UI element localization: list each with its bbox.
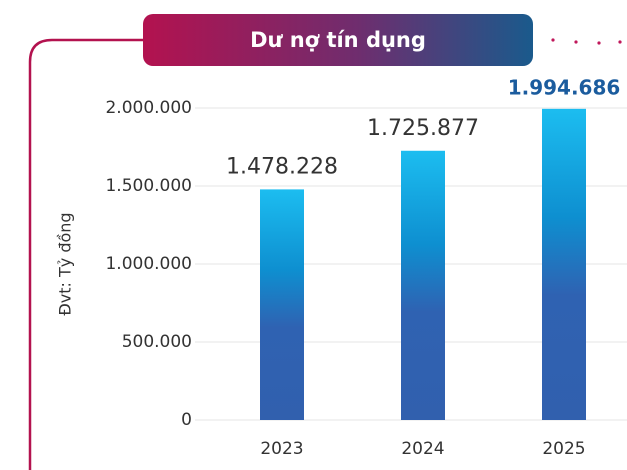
value-label: 1.478.228 <box>226 154 338 179</box>
value-label: 1.994.686 <box>508 75 621 99</box>
y-tick-label: 500.000 <box>122 332 192 352</box>
x-tick-label: 2025 <box>542 439 585 459</box>
frame <box>28 38 143 470</box>
chart-title: Dư nợ tín dụng <box>250 28 426 52</box>
bar <box>260 189 304 420</box>
y-axis-label: Đvt: Tỷ đồng <box>56 212 75 315</box>
y-tick-label: 2.000.000 <box>105 98 192 118</box>
dots <box>551 38 622 45</box>
y-tick-label: 1.500.000 <box>105 176 192 196</box>
value-label: 1.725.877 <box>367 116 479 141</box>
bar <box>542 108 586 421</box>
y-tick-label: 0 <box>181 410 192 430</box>
title-pill <box>143 14 533 66</box>
x-tick-label: 2024 <box>401 439 444 459</box>
bar <box>401 150 445 420</box>
y-tick-label: 1.000.000 <box>105 254 192 274</box>
x-tick-label: 2023 <box>260 439 303 459</box>
